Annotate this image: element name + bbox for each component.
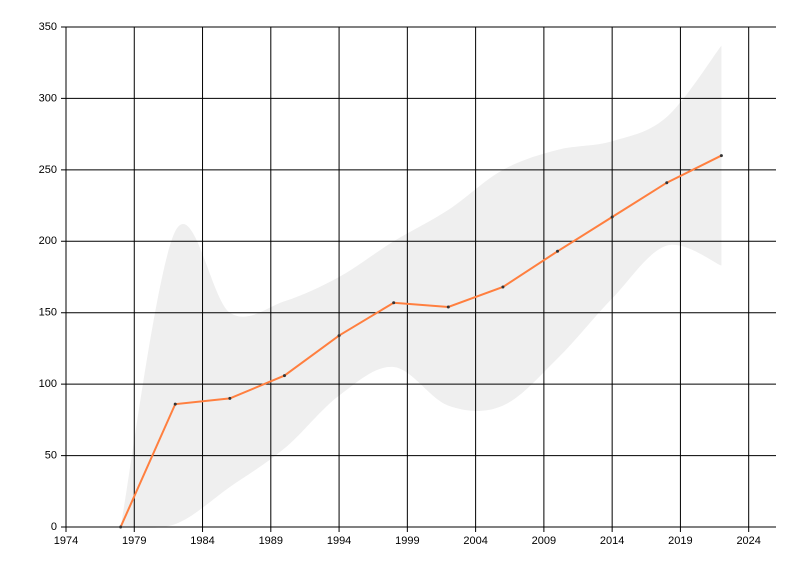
point (337, 334, 341, 338)
x-tick-label: 2019 (668, 535, 692, 547)
x-tick-label: 2009 (532, 535, 556, 547)
y-tick-label: 350 (39, 21, 57, 33)
line (119, 154, 722, 528)
x-tick-label: 1974 (54, 535, 78, 547)
x-tick-label: 2004 (463, 535, 487, 547)
y-tick-label: 0 (51, 521, 57, 533)
point (719, 154, 723, 158)
x-tick-label: 1999 (395, 535, 419, 547)
point (282, 374, 286, 378)
x-tick-label: 2014 (600, 535, 624, 547)
x-tick-label: 1984 (190, 535, 214, 547)
x-tick-label: 2024 (736, 535, 760, 547)
y-tick-label: 150 (39, 307, 57, 319)
y-tick-label: 250 (39, 164, 57, 176)
point (173, 402, 177, 406)
point (446, 305, 450, 309)
point (119, 525, 123, 529)
y-tick-label: 50 (45, 449, 57, 461)
y-tick-label: 100 (39, 378, 57, 390)
point (610, 215, 614, 219)
x-tick-label: 1979 (122, 535, 146, 547)
point (556, 249, 560, 253)
point (228, 396, 232, 400)
y-tick-label: 200 (39, 235, 57, 247)
y-tick-label: 300 (39, 92, 57, 104)
point (665, 181, 669, 185)
x-tick-label: 1989 (259, 535, 283, 547)
point (501, 285, 505, 289)
x-tick-label: 1994 (327, 535, 351, 547)
point (392, 301, 396, 305)
